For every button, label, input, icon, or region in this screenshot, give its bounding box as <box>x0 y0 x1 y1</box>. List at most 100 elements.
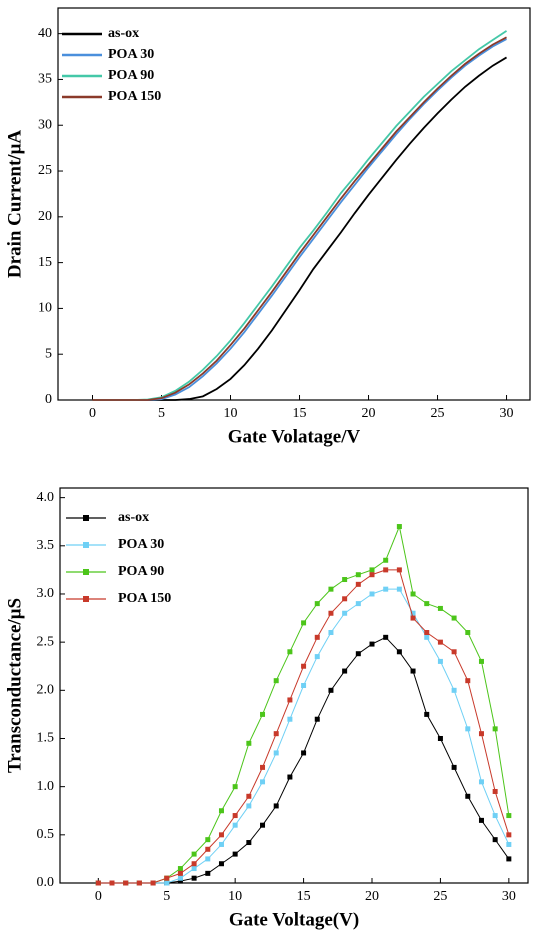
data-point <box>355 601 361 607</box>
y-tick-label: 0.5 <box>37 827 55 842</box>
data-point <box>478 731 484 737</box>
data-point <box>246 840 252 846</box>
x-tick-label: 20 <box>362 406 376 421</box>
legend-label: POA 30 <box>108 47 154 62</box>
data-point <box>191 875 197 881</box>
data-point <box>260 822 266 828</box>
plot-frame <box>59 487 529 884</box>
data-point <box>164 875 170 881</box>
legend-marker <box>83 569 89 575</box>
data-point <box>301 683 307 688</box>
data-point <box>232 784 238 790</box>
data-point <box>369 567 375 573</box>
y-tick-label: 2.0 <box>37 683 55 698</box>
data-point <box>328 687 334 693</box>
data-point <box>273 803 279 809</box>
data-point <box>369 572 375 578</box>
data-point <box>109 880 115 886</box>
series-line <box>92 30 508 401</box>
data-point <box>191 851 197 857</box>
data-point <box>191 866 197 872</box>
data-point <box>95 880 101 886</box>
data-point <box>437 605 443 611</box>
data-point <box>136 880 142 886</box>
data-point <box>506 832 512 838</box>
data-point <box>273 678 279 684</box>
data-point <box>218 861 224 867</box>
data-point <box>150 880 156 886</box>
y-tick-label: 1.0 <box>37 779 55 794</box>
x-axis-label: Gate Voltage(V) <box>229 909 359 930</box>
data-point <box>465 726 471 732</box>
legend-marker <box>83 515 89 521</box>
data-point <box>301 663 307 669</box>
data-point <box>492 726 498 732</box>
y-tick-label: 1.5 <box>37 731 55 746</box>
legend-label: POA 30 <box>118 537 164 552</box>
legend-label: as-ox <box>108 26 139 41</box>
data-point <box>273 750 279 756</box>
data-point <box>410 591 416 597</box>
data-point <box>369 641 375 647</box>
data-point <box>328 586 334 592</box>
data-point <box>396 586 402 592</box>
data-point <box>465 630 471 636</box>
data-point <box>451 649 457 655</box>
data-point <box>410 615 416 621</box>
legend-marker <box>83 596 89 602</box>
data-point <box>410 610 416 616</box>
data-point <box>205 870 211 876</box>
data-point <box>314 654 320 660</box>
legend-label: POA 150 <box>108 89 161 104</box>
plot-frame <box>57 7 531 401</box>
x-axis-label: Gate Volatage/V <box>228 426 361 447</box>
y-tick-label: 2.5 <box>37 634 55 649</box>
data-point <box>451 764 457 770</box>
series-line <box>98 636 510 884</box>
x-tick-label: 0 <box>95 889 102 904</box>
y-tick-label: 30 <box>38 117 52 132</box>
x-tick-label: 25 <box>433 889 447 904</box>
y-tick-label: 3.5 <box>37 538 55 553</box>
data-point <box>506 856 512 862</box>
data-point <box>123 880 129 886</box>
x-tick-label: 10 <box>224 406 238 421</box>
y-tick-label: 4.0 <box>37 490 55 505</box>
y-tick-label: 5 <box>45 346 52 361</box>
x-tick-label: 15 <box>293 406 307 421</box>
x-tick-label: 10 <box>228 889 242 904</box>
y-tick-label: 0 <box>45 392 52 407</box>
series-line <box>92 56 507 401</box>
data-point <box>287 774 293 780</box>
data-point <box>383 634 389 640</box>
legend-label: POA 150 <box>118 591 171 606</box>
data-point <box>287 697 293 703</box>
data-point <box>451 687 457 693</box>
data-point <box>506 813 512 819</box>
data-point <box>205 856 211 862</box>
data-point <box>273 731 279 737</box>
data-point <box>260 764 266 770</box>
data-point <box>342 668 348 674</box>
series-line <box>98 524 510 884</box>
data-point <box>328 630 334 636</box>
data-point <box>424 630 430 636</box>
x-tick-label: 20 <box>365 889 379 904</box>
x-tick-label: 0 <box>89 406 96 421</box>
data-point <box>164 880 170 886</box>
y-axis-label: Transconductance/μS <box>4 598 25 773</box>
y-tick-label: 3.0 <box>37 586 55 601</box>
data-point <box>396 649 402 655</box>
data-point <box>232 822 238 828</box>
data-point <box>355 572 361 578</box>
data-point <box>177 870 183 876</box>
x-tick-label: 30 <box>500 406 514 421</box>
y-tick-label: 35 <box>38 72 52 87</box>
data-point <box>205 846 211 852</box>
data-point <box>218 832 224 838</box>
data-point <box>301 750 307 756</box>
data-point <box>328 610 334 616</box>
data-point <box>314 716 320 722</box>
data-point <box>424 601 430 607</box>
